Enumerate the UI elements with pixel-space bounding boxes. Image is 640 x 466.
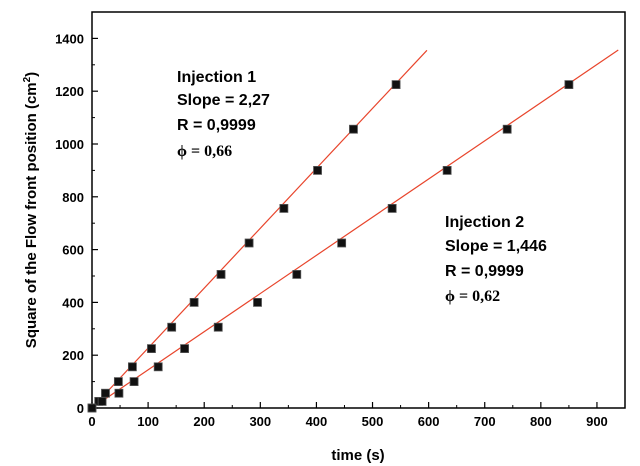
series-2-point-5 [180, 344, 189, 354]
series-2-point-8 [292, 270, 302, 279]
x-tick-label-4: 400 [306, 414, 328, 429]
series-1-point-8 [216, 270, 226, 279]
y-tick-label-2: 400 [62, 295, 84, 310]
x-tick-label-0: 0 [88, 414, 95, 429]
series-2-point-3 [129, 377, 139, 387]
series-1-point-7 [189, 297, 199, 307]
series-2-point-4 [153, 362, 163, 372]
data-markers [87, 80, 574, 413]
series-2-point-11 [442, 165, 452, 175]
y-tick-label-4: 800 [62, 190, 84, 205]
series-2-point-1 [97, 396, 107, 406]
x-axis-title: time (s) [331, 447, 384, 464]
fit-lines [91, 49, 619, 409]
series-1-point-6 [167, 322, 177, 332]
y-tick-label-5: 1000 [55, 137, 84, 152]
series-1-point-13 [391, 80, 401, 89]
x-tick-label-6: 600 [418, 414, 440, 429]
series-1-point-12 [349, 124, 358, 134]
series-2-point-13 [564, 80, 574, 89]
series-1-point-11 [313, 165, 322, 175]
annotation-2-line-1: Injection 2 [445, 214, 524, 231]
plot-frame [91, 11, 626, 409]
y-axis-title-main: Square of the Flow front position (cm [23, 82, 40, 348]
y-tick-label-1: 200 [62, 348, 84, 363]
annotation-2-line-2: Slope = 1,446 [445, 238, 547, 255]
x-tick-label-2: 200 [193, 414, 215, 429]
annotation-1-line-2: Slope = 2,27 [177, 92, 270, 109]
axis-ticks: 0 100 200 300 400 500 600 700 800 900 0 200 400 600 80… [55, 31, 608, 429]
x-tick-label-9: 900 [586, 414, 608, 429]
y-tick-label-0: 0 [77, 401, 84, 416]
series-1-point-5 [147, 344, 156, 354]
series-1-point-2 [101, 388, 110, 398]
series-1-point-3 [113, 377, 123, 387]
annotation-1-phi: ϕ = 0,66 [177, 143, 232, 160]
y-tick-label-3: 600 [62, 243, 84, 258]
y-tick-label-6: 1200 [55, 84, 84, 99]
series-1-point-9 [244, 238, 254, 248]
series-2-point-2 [114, 388, 124, 398]
annotation-2-phi: ϕ = 0,62 [445, 288, 500, 305]
series-2-point-0 [87, 403, 97, 413]
y-axis-title-close: ) [23, 72, 40, 77]
y-axis-title: Square of the Flow front position (cm2) [22, 72, 40, 348]
series-2-point-6 [213, 322, 223, 332]
y-axis-title-sup: 2 [22, 76, 33, 82]
x-tick-label-8: 800 [530, 414, 552, 429]
x-tick-label-1: 100 [137, 414, 159, 429]
series-1-point-10 [279, 204, 289, 213]
fit-line-2 [91, 49, 619, 409]
x-tick-label-5: 500 [362, 414, 384, 429]
series-1-point-4 [127, 362, 137, 372]
series-2-point-9 [337, 238, 347, 248]
series-2-point-10 [387, 204, 397, 213]
y-tick-label-7: 1400 [55, 31, 84, 46]
series-2-point-7 [253, 297, 262, 307]
annotation-1-line-3: R = 0,9999 [177, 117, 256, 134]
x-tick-label-3: 300 [249, 414, 271, 429]
annotation-2-line-3: R = 0,9999 [445, 263, 524, 280]
x-tick-label-7: 700 [474, 414, 496, 429]
series-2-point-12 [502, 124, 512, 134]
annotation-1-line-1: Injection 1 [177, 69, 256, 86]
